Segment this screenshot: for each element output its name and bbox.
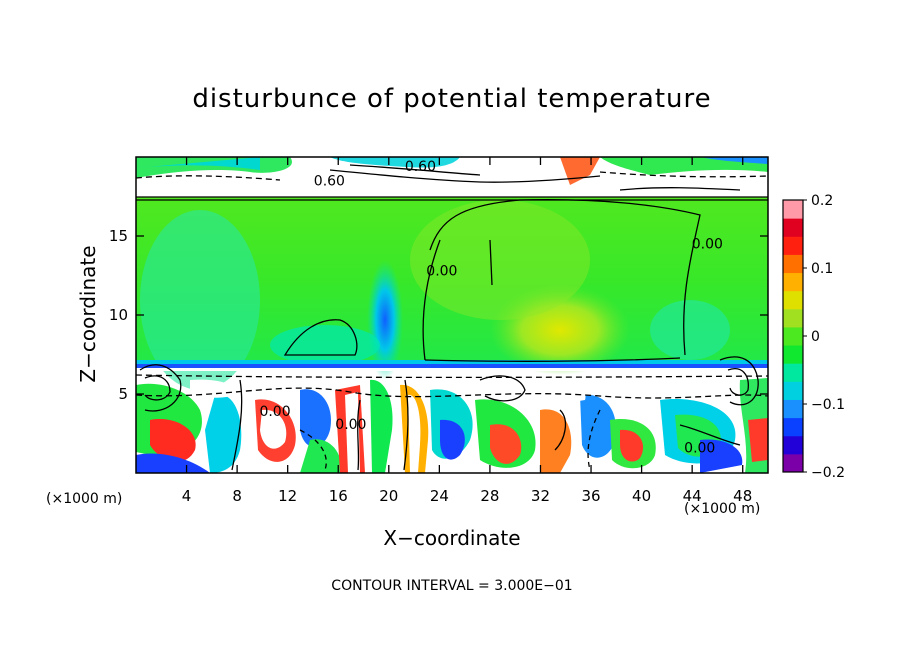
colorbar-swatch [783,363,803,382]
contour-label: 0.60 [405,159,436,175]
contour-label: 0.00 [684,440,715,456]
colorbar-tick-label: 0.2 [811,193,833,209]
x-tick-label: 4 [182,487,192,505]
colorbar-swatch [783,381,803,400]
heatmap-field [136,157,768,473]
colorbar-swatch [783,435,803,455]
x-tick-label: 20 [379,487,398,505]
x-tick-label: 12 [278,487,297,505]
x-tick-label: 44 [683,487,702,505]
contour-label: 0.00 [335,417,366,433]
colorbar-swatch [783,272,803,292]
x-tick-label: 28 [480,487,499,505]
colorbar-swatch [783,453,803,473]
colorbar-swatch [783,399,803,419]
x-tick-label: 40 [632,487,651,505]
colorbar-tick-label: 0.1 [811,261,833,277]
colorbar-swatch [783,218,803,237]
colorbar-swatch [783,308,803,328]
colorbar-tick-label: −0.2 [811,465,845,481]
colorbar-swatch [783,236,803,255]
contour-label: 0.00 [426,264,457,280]
x-tick-label: 8 [232,487,242,505]
x-tick-label: 48 [733,487,752,505]
colorbar-tick-label: −0.1 [811,397,845,413]
colorbar-swatch [783,345,803,364]
x-tick-label: 32 [531,487,550,505]
y-tick-label: 5 [118,385,128,403]
contour-label: 0.00 [259,404,290,420]
colorbar-swatch [783,200,803,219]
x-tick-label: 24 [430,487,449,505]
colorbar-swatch [783,326,803,346]
x-unit-left: (×1000 m) [46,491,123,507]
chart-title: disturbunce of potential temperature [192,84,712,114]
y-axis-label: Z−coordinate [76,245,100,383]
contour-label: 0.00 [692,237,723,253]
y-tick-label: 15 [109,227,128,245]
colorbar-tick-label: 0 [811,329,820,345]
colorbar-swatch [783,254,803,274]
contour-interval: CONTOUR INTERVAL = 3.000E−01 [331,578,573,594]
x-axis-label: X−coordinate [383,526,521,550]
contour-label: 0.60 [314,173,345,189]
x-unit-right: (×1000 m) [684,501,761,517]
x-tick-label: 16 [329,487,348,505]
x-tick-label: 36 [581,487,600,505]
y-tick-label: 10 [109,306,128,324]
colorbar-swatch [783,417,803,437]
colorbar-swatch [783,290,803,310]
